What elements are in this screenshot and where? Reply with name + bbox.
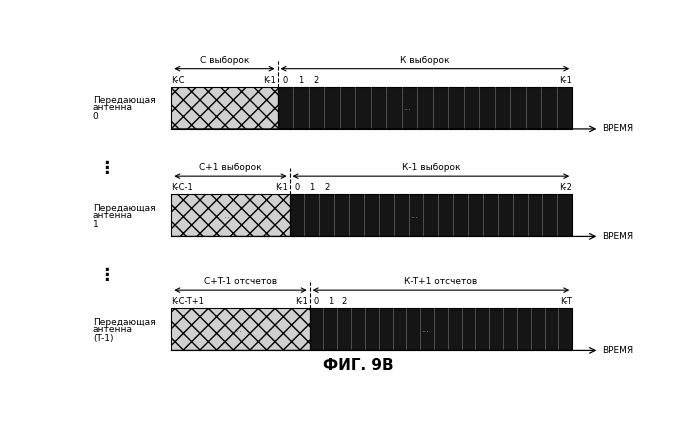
Text: антенна: антенна — [93, 103, 133, 112]
Text: 0: 0 — [294, 184, 300, 192]
Text: К-1 выборок: К-1 выборок — [402, 163, 460, 172]
Text: K-1: K-1 — [275, 184, 288, 192]
Text: K-C: K-C — [171, 76, 185, 85]
Text: 1: 1 — [298, 76, 303, 85]
Text: K-1: K-1 — [263, 76, 276, 85]
Text: K-T: K-T — [561, 297, 572, 306]
Text: 1: 1 — [309, 184, 315, 192]
Text: С+1 выборок: С+1 выборок — [199, 163, 262, 172]
Text: 1: 1 — [328, 297, 333, 306]
Text: ...: ... — [421, 325, 429, 334]
Text: ⋮: ⋮ — [98, 159, 115, 177]
Text: ...: ... — [218, 103, 227, 113]
Text: 0: 0 — [282, 76, 288, 85]
Text: ФИГ. 9В: ФИГ. 9В — [323, 358, 394, 373]
Text: Передающая: Передающая — [93, 318, 155, 327]
Bar — [289, 194, 572, 236]
Text: С+T-1 отсчетов: С+T-1 отсчетов — [204, 277, 277, 286]
Text: С выборок: С выборок — [200, 56, 249, 65]
Text: ВРЕМЯ: ВРЕМЯ — [602, 346, 633, 355]
Text: ...: ... — [224, 210, 233, 220]
Text: Передающая: Передающая — [93, 203, 155, 213]
Text: 2: 2 — [314, 76, 319, 85]
Text: 2: 2 — [342, 297, 347, 306]
Bar — [310, 308, 572, 350]
Text: ...: ... — [403, 103, 411, 112]
Text: K-C-1: K-C-1 — [171, 184, 193, 192]
Text: K-2: K-2 — [559, 184, 572, 192]
Text: 1: 1 — [93, 220, 99, 229]
Bar — [171, 308, 310, 350]
Bar — [171, 87, 278, 129]
Text: ⋮: ⋮ — [98, 266, 115, 285]
Text: К-T+1 отсчетов: К-T+1 отсчетов — [404, 277, 477, 286]
Text: 0: 0 — [314, 297, 319, 306]
Text: (T-1): (T-1) — [93, 334, 113, 343]
Text: ВРЕМЯ: ВРЕМЯ — [602, 124, 633, 133]
Text: Передающая: Передающая — [93, 96, 155, 105]
Text: антенна: антенна — [93, 325, 133, 334]
Text: ВРЕМЯ: ВРЕМЯ — [602, 232, 633, 241]
Bar — [171, 194, 289, 236]
Text: K-C-T+1: K-C-T+1 — [171, 297, 204, 306]
Text: ...: ... — [410, 211, 418, 220]
Bar — [278, 87, 572, 129]
Text: K-1: K-1 — [559, 76, 572, 85]
Text: 0: 0 — [93, 113, 99, 121]
Text: ...: ... — [233, 324, 243, 334]
Text: антенна: антенна — [93, 211, 133, 220]
Text: K-1: K-1 — [295, 297, 308, 306]
Text: 2: 2 — [324, 184, 329, 192]
Text: К выборок: К выборок — [400, 56, 449, 65]
